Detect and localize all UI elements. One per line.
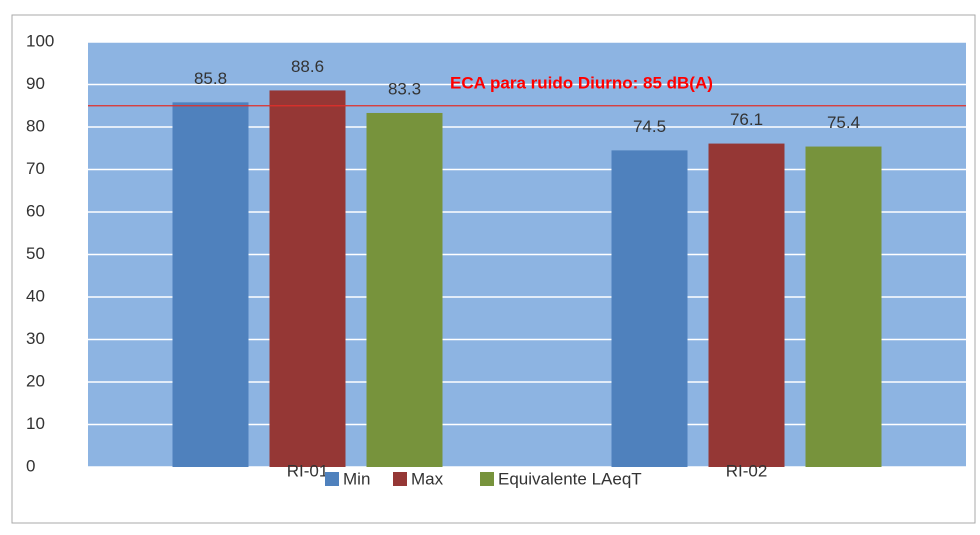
y-tick-label: 0: [26, 456, 35, 475]
y-tick-label: 10: [26, 414, 45, 433]
data-label: 88.6: [291, 57, 324, 76]
data-label: 76.1: [730, 110, 763, 129]
data-label: 85.8: [194, 69, 227, 88]
y-tick-label: 80: [26, 116, 45, 135]
x-tick-label: RI-01: [287, 461, 329, 480]
bar: [269, 90, 346, 467]
legend-label: Equivalente LAeqT: [498, 469, 642, 488]
y-tick-label: 50: [26, 244, 45, 263]
bar: [366, 112, 443, 467]
reference-label: ECA para ruido Diurno: 85 dB(A): [450, 73, 713, 92]
legend-swatch: [325, 472, 339, 486]
bar: [172, 102, 249, 467]
bar: [708, 143, 785, 467]
y-tick-label: 60: [26, 201, 45, 220]
y-tick-label: 100: [26, 31, 54, 50]
legend-swatch: [480, 472, 494, 486]
bar: [805, 146, 882, 468]
legend-swatch: [393, 472, 407, 486]
y-tick-label: 90: [26, 74, 45, 93]
bar: [611, 150, 688, 467]
y-tick-label: 70: [26, 159, 45, 178]
y-tick-label: 40: [26, 286, 45, 305]
legend-label: Min: [343, 469, 370, 488]
data-label: 83.3: [388, 79, 421, 98]
x-tick-label: RI-02: [726, 461, 768, 480]
data-label: 75.4: [827, 113, 860, 132]
legend-label: Max: [411, 469, 444, 488]
y-tick-label: 20: [26, 371, 45, 390]
y-tick-label: 30: [26, 329, 45, 348]
data-label: 74.5: [633, 117, 666, 136]
